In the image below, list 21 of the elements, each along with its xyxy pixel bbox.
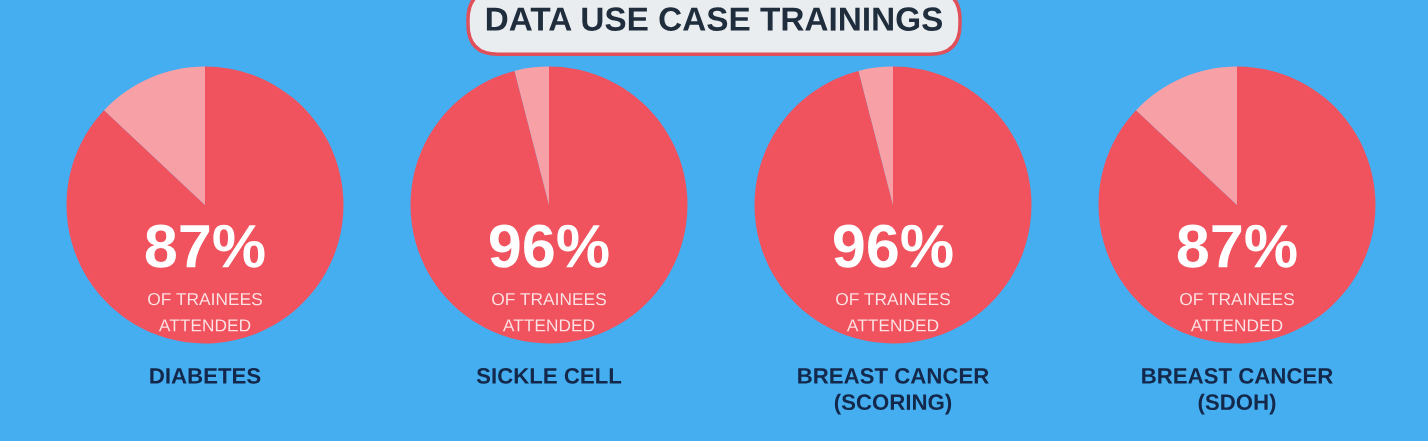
text: DATA USE CASE TRAININGS [486, 7, 943, 31]
pie-slice [754, 66, 1032, 344]
data-label: 96% [833, 224, 953, 268]
pie-slice [514, 66, 549, 205]
text: BREAST CANCER (SCORING) [798, 367, 989, 415]
text: DIABETES [150, 367, 261, 384]
data-label: 87% [145, 224, 265, 268]
text: OF TRAINEES ATTENDED [492, 292, 606, 332]
text: SICKLE CELL [476, 367, 622, 384]
pie-slice [858, 66, 893, 205]
pie-slice [1136, 66, 1237, 205]
data-label: 87% [1177, 224, 1297, 268]
text: OF TRAINEES ATTENDED [1180, 292, 1294, 332]
pie-slice [104, 66, 205, 205]
data-label: 96% [489, 224, 609, 268]
pie-slice [1098, 66, 1376, 344]
pie-slice [410, 66, 688, 344]
pie-slice [66, 66, 344, 344]
text: BREAST CANCER (SDOH) [1142, 367, 1333, 415]
text: OF TRAINEES ATTENDED [148, 292, 262, 332]
text: OF TRAINEES ATTENDED [836, 292, 950, 332]
